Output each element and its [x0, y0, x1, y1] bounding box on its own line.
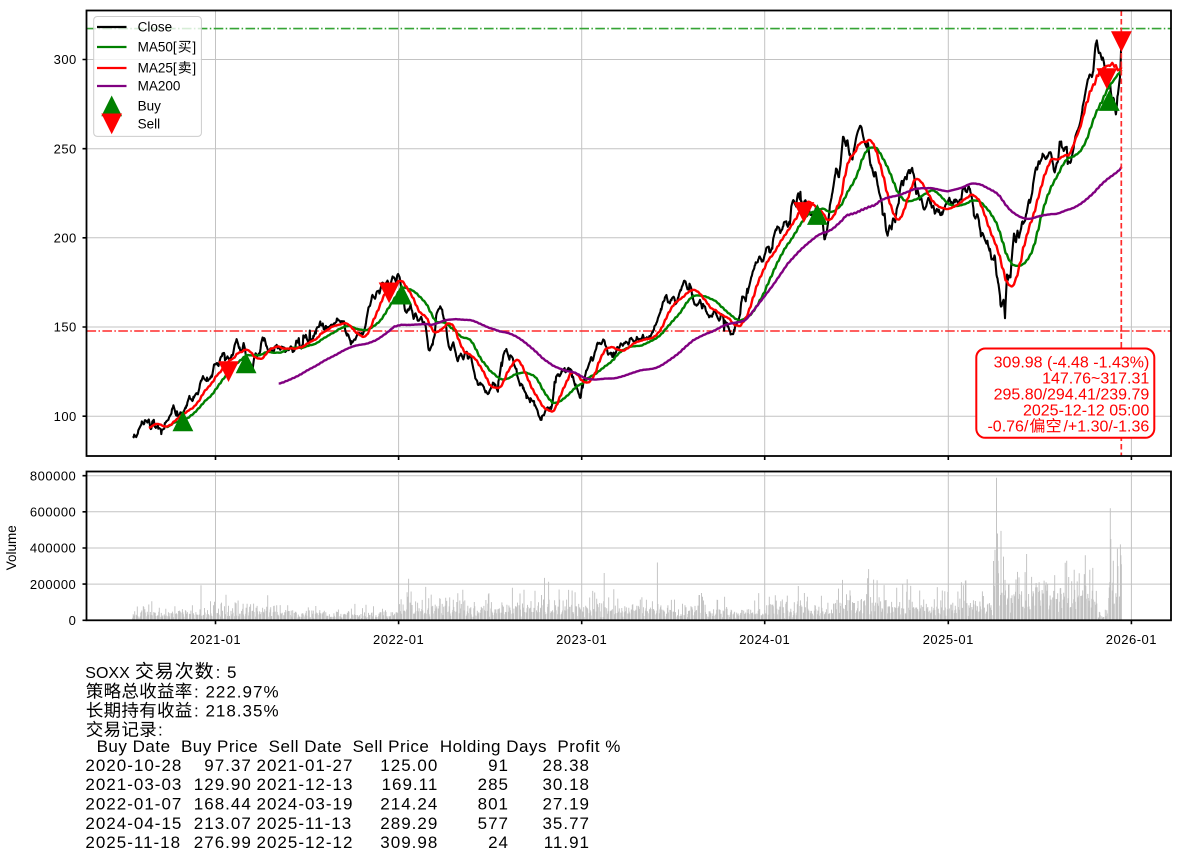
svg-text:213.07: 213.07 — [194, 814, 252, 833]
svg-text:276.99: 276.99 — [194, 833, 252, 852]
svg-text:2025-12-12: 2025-12-12 — [257, 833, 354, 852]
svg-text:285: 285 — [478, 775, 509, 794]
svg-text:2021-03-03: 2021-03-03 — [85, 775, 182, 794]
svg-text:]: ] — [192, 61, 196, 76]
svg-text:Sell: Sell — [138, 117, 161, 132]
svg-text:: 218.35%: : 218.35% — [194, 702, 280, 721]
svg-text:168.44: 168.44 — [194, 795, 252, 814]
svg-text:800000: 800000 — [30, 468, 76, 483]
svg-text:2024-04-15: 2024-04-15 — [85, 814, 182, 833]
svg-text:250: 250 — [54, 141, 77, 156]
svg-text:91: 91 — [488, 756, 509, 775]
svg-text:MA200: MA200 — [138, 79, 181, 94]
svg-text:2024-01: 2024-01 — [739, 632, 790, 647]
svg-text:147.76~317.31: 147.76~317.31 — [1042, 371, 1149, 388]
svg-text:295.80/294.41/239.79: 295.80/294.41/239.79 — [994, 387, 1150, 404]
svg-text:0: 0 — [69, 613, 77, 628]
svg-text:300: 300 — [54, 52, 77, 67]
svg-text:35.77: 35.77 — [542, 814, 590, 833]
svg-text:30.18: 30.18 — [542, 775, 590, 794]
svg-text:801: 801 — [478, 795, 509, 814]
svg-text:MA50[: MA50[ — [138, 40, 177, 55]
svg-text:2025-01: 2025-01 — [923, 632, 974, 647]
svg-text:2025-11-13: 2025-11-13 — [257, 814, 353, 833]
svg-text:24: 24 — [488, 833, 509, 852]
svg-text:169.11: 169.11 — [382, 775, 439, 794]
svg-text:/+1.30/-1.36: /+1.30/-1.36 — [1063, 419, 1149, 436]
svg-text:309.98 (-4.48 -1.43%): 309.98 (-4.48 -1.43%) — [994, 355, 1150, 372]
svg-text:Close: Close — [138, 20, 173, 35]
svg-text:Buy Date Buy Price Sell Date: Buy Date Buy Price Sell Date Sell Price … — [97, 737, 621, 756]
svg-text:11.91: 11.91 — [544, 833, 590, 852]
svg-text:577: 577 — [478, 814, 509, 833]
svg-text:2021-01-27: 2021-01-27 — [257, 756, 354, 775]
svg-text:600000: 600000 — [30, 504, 76, 519]
svg-text:2021-01: 2021-01 — [190, 632, 241, 647]
svg-text:2021-12-13: 2021-12-13 — [257, 775, 354, 794]
svg-text:97.37: 97.37 — [204, 756, 252, 775]
svg-text:-0.76/: -0.76/ — [987, 419, 1028, 436]
svg-text:150: 150 — [54, 320, 77, 335]
svg-text:2025-12-12 05:00: 2025-12-12 05:00 — [1023, 403, 1149, 420]
svg-text:: 222.97%: : 222.97% — [194, 682, 280, 701]
svg-text:SOXX: SOXX — [85, 665, 130, 682]
svg-text:2022-01-07: 2022-01-07 — [85, 795, 182, 814]
svg-text:MA25[: MA25[ — [138, 61, 177, 76]
svg-text:2024-03-19: 2024-03-19 — [257, 795, 354, 814]
svg-text:Volume: Volume — [4, 525, 19, 570]
svg-text:200000: 200000 — [30, 577, 76, 592]
svg-text:Buy: Buy — [138, 99, 162, 114]
svg-text:289.29: 289.29 — [380, 814, 438, 833]
svg-text:: 5: : 5 — [216, 663, 238, 682]
svg-text:2026-01: 2026-01 — [1106, 632, 1157, 647]
svg-text:]: ] — [192, 40, 196, 55]
svg-text:28.38: 28.38 — [542, 756, 590, 775]
svg-text:2022-01: 2022-01 — [373, 632, 424, 647]
svg-text:2020-10-28: 2020-10-28 — [85, 756, 182, 775]
svg-text:100: 100 — [54, 409, 77, 424]
svg-text:27.19: 27.19 — [542, 795, 590, 814]
svg-text::: : — [158, 721, 164, 740]
svg-text:2023-01: 2023-01 — [556, 632, 607, 647]
svg-text:400000: 400000 — [30, 541, 76, 556]
svg-text:309.98: 309.98 — [380, 833, 438, 852]
svg-text:214.24: 214.24 — [380, 795, 438, 814]
svg-text:125.00: 125.00 — [380, 756, 438, 775]
svg-text:200: 200 — [54, 230, 77, 245]
svg-text:2025-11-18: 2025-11-18 — [85, 833, 181, 852]
svg-text:129.90: 129.90 — [194, 775, 252, 794]
